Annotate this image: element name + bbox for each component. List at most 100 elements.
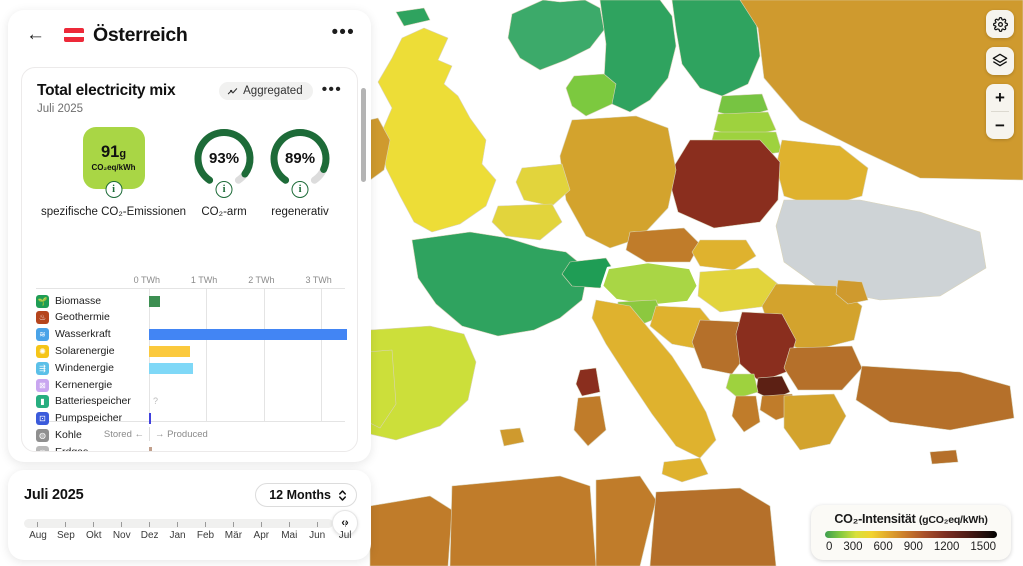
chevron-updown-icon	[339, 489, 346, 501]
gauge-renewable	[270, 129, 330, 184]
chart-bar[interactable]	[149, 295, 160, 307]
timeline-month-mär[interactable]: Mär	[219, 522, 247, 552]
gauge-low-carbon	[194, 129, 254, 184]
range-select[interactable]: 12 Months	[255, 483, 357, 507]
chart-row[interactable]: ⇶ Windenergie	[36, 361, 345, 375]
legend-tick-3: 900	[903, 541, 923, 553]
chart-bar[interactable]	[149, 446, 153, 451]
country-russia-nw	[739, 0, 1023, 181]
country-moldova	[835, 279, 869, 305]
country-iceland	[395, 7, 431, 27]
country-libya	[649, 487, 777, 566]
timeline-tick	[149, 522, 151, 527]
chart-row-label: Batteriespeicher	[55, 395, 131, 408]
country-montenegro	[725, 373, 759, 399]
zoom-out-button[interactable]: −	[995, 115, 1005, 135]
timeline-month-label: Aug	[29, 530, 47, 541]
timeline-month-okt[interactable]: Okt	[80, 522, 108, 552]
timeline-month-label: Mär	[224, 530, 243, 541]
settings-button[interactable]	[986, 10, 1014, 38]
country-tunisia	[595, 475, 657, 566]
card-title: Total electricity mix	[37, 82, 176, 99]
panel-scrollbar-thumb[interactable]	[361, 88, 366, 182]
axis-tick-label-0: 0 TWh	[133, 275, 160, 285]
gear-icon	[992, 16, 1008, 32]
zoom-in-button[interactable]: +	[995, 87, 1005, 107]
timeline-month-label: Nov	[112, 530, 131, 541]
panel-more-button[interactable]: •••	[331, 22, 355, 43]
legend-unit: (gCO₂eq/kWh)	[918, 514, 988, 526]
chart-row[interactable]: ◍ Kohle	[36, 428, 345, 442]
carbon-intensity-value: 91g	[101, 144, 126, 161]
country-detail-panel[interactable]: ← Österreich ••• Total electricity mix A…	[8, 10, 371, 462]
chart-row[interactable]: ◎ Erdgas	[36, 445, 345, 451]
country-corsica	[575, 367, 601, 397]
carbon-unit-g: g	[119, 148, 127, 161]
layers-button[interactable]	[986, 47, 1014, 75]
country-czechia	[625, 227, 701, 263]
gridline-3	[320, 288, 322, 422]
chart-row-label: Pumpspeicher	[55, 412, 123, 425]
map-controls[interactable]: + −	[986, 10, 1014, 139]
timeline-tick	[344, 522, 346, 527]
axis-top-line	[36, 288, 345, 289]
carbon-number: 91	[100, 143, 120, 162]
chart-row[interactable]: ⊡ Pumpspeicher	[36, 412, 345, 426]
country-norway	[507, 0, 605, 71]
chart-row[interactable]: ⊠ Kernenergie	[36, 378, 345, 392]
timeline-month-jun[interactable]: Jun	[303, 522, 331, 552]
legend-tick-1: 300	[843, 541, 863, 553]
legend-tick-4: 1200	[933, 541, 960, 553]
legend-gradient-bar	[825, 531, 997, 538]
geothermal-icon: ♨	[36, 311, 49, 325]
chart-bar[interactable]	[149, 413, 152, 425]
zoom-controls[interactable]: + −	[986, 84, 1014, 139]
timeline-month-mai[interactable]: Mai	[275, 522, 303, 552]
chart-row[interactable]: 🌱 Biomasse	[36, 294, 345, 308]
timeline-tick	[121, 522, 123, 527]
chart-bar[interactable]	[149, 329, 347, 341]
info-icon-carbon[interactable]: i	[105, 181, 123, 198]
chart-row[interactable]: ≋ Wasserkraft	[36, 328, 347, 342]
chart-row[interactable]: ▮ Batteriespeicher?	[36, 395, 345, 409]
aggregated-toggle[interactable]: Aggregated	[219, 82, 313, 100]
carbon-unit-label: CO₂eq/kWh	[91, 162, 136, 172]
back-arrow-icon[interactable]: ←	[26, 23, 45, 45]
timeline-tick	[316, 522, 318, 527]
timeline-month-apr[interactable]: Apr	[247, 522, 275, 552]
panel-scrollbar[interactable]	[361, 78, 366, 462]
chart-row[interactable]: ✺ Solarenergie	[36, 344, 345, 358]
metric-low-carbon: 93% i CO₂-arm	[186, 127, 262, 218]
page-title: Österreich	[93, 23, 188, 46]
timeline-month-nov[interactable]: Nov	[108, 522, 136, 552]
card-date: Juli 2025	[37, 103, 84, 115]
timeline-month-jul[interactable]: Jul	[331, 522, 359, 552]
timeline-month-feb[interactable]: Feb	[192, 522, 220, 552]
timeline-month-label: Mai	[281, 530, 298, 541]
timeline-month-aug[interactable]: Aug	[24, 522, 52, 552]
timeline-panel[interactable]: Juli 2025 12 Months ‹› AugSepOktNovDezJa…	[8, 470, 371, 560]
chart-bar[interactable]	[149, 345, 191, 357]
country-balearics	[499, 427, 525, 447]
gas-icon: ◎	[36, 445, 49, 451]
country-morocco	[369, 495, 453, 566]
country-sardinia	[573, 395, 607, 447]
chart-bar[interactable]	[149, 362, 194, 374]
axis-tick-label-2: 2 TWh	[248, 275, 275, 285]
info-icon-low-carbon[interactable]: i	[215, 181, 233, 198]
info-icon-renewable[interactable]: i	[291, 181, 309, 198]
axis-bottom-line	[36, 421, 345, 422]
country-algeria	[449, 475, 597, 566]
timeline-tick	[177, 522, 179, 527]
timeline-month-dez[interactable]: Dez	[136, 522, 164, 552]
chart-row[interactable]: ♨ Geothermie	[36, 311, 345, 325]
timeline-month-jan[interactable]: Jan	[164, 522, 192, 552]
timeline-month-sep[interactable]: Sep	[52, 522, 80, 552]
electricity-mix-chart[interactable]: 0 TWh 1 TWh 2 TWh 3 TWh 🌱 Biomasse ♨ Geothermi…	[36, 275, 347, 451]
gauge-value-low-carbon: 93%	[209, 149, 240, 167]
card-more-button[interactable]: •••	[321, 80, 342, 98]
country-greece	[783, 393, 847, 451]
timeline-slider-track[interactable]	[24, 519, 333, 528]
timeline-month-ticks[interactable]: Aug Sep Okt Nov Dez Jan Feb Mär Apr Mai Jun Jul	[24, 522, 359, 552]
